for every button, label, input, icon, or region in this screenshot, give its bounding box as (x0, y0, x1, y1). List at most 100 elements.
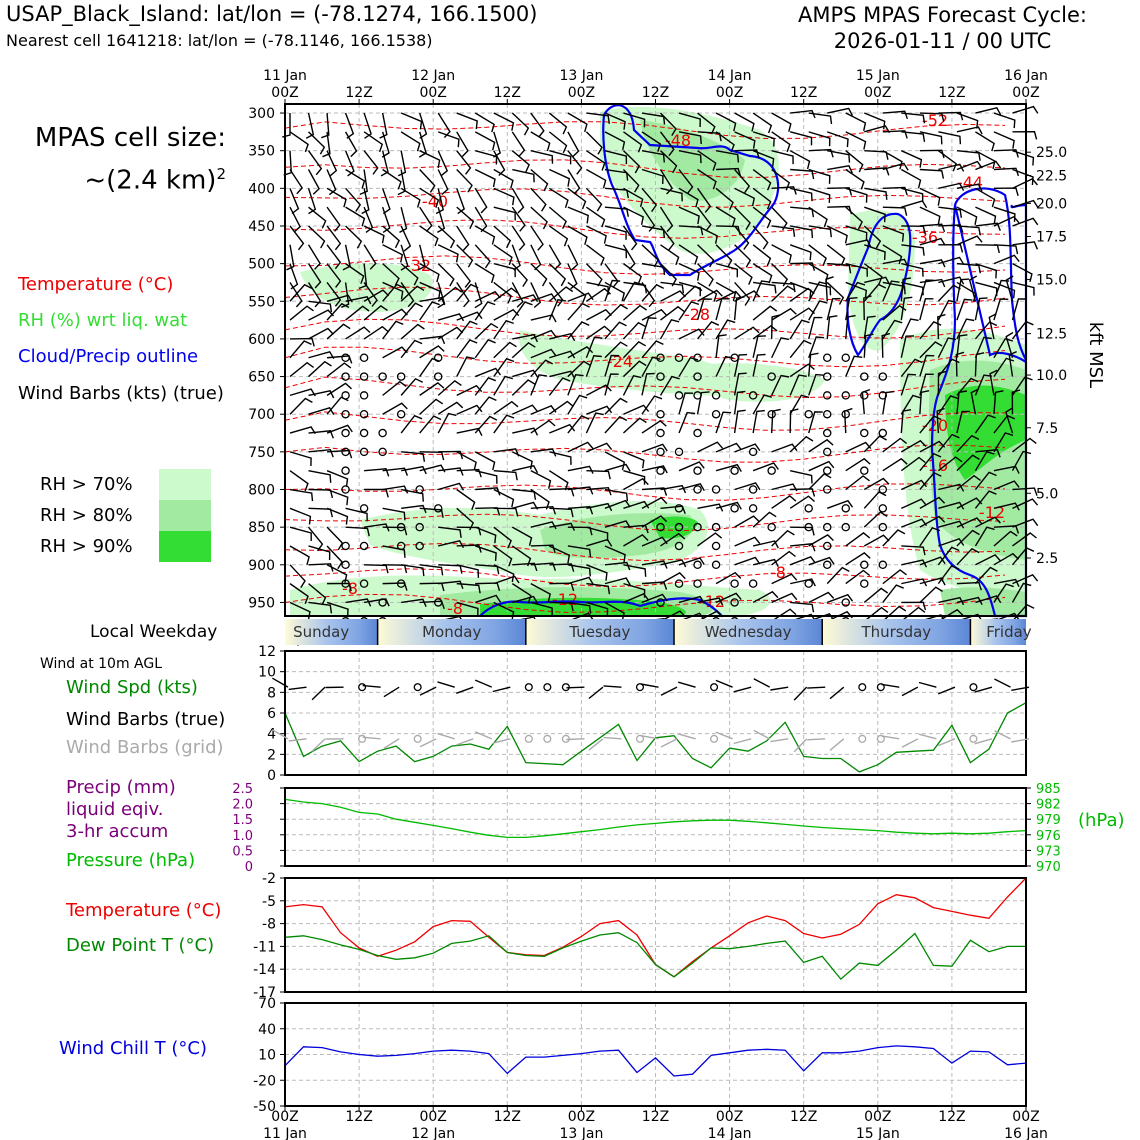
wind-barb (456, 169, 473, 193)
wind-barb (344, 131, 358, 158)
wind-barb (919, 527, 941, 547)
wind-barb (308, 206, 327, 229)
wind-barb (715, 355, 734, 377)
wind-barb-grid (437, 732, 455, 740)
calm-wind-marker (804, 504, 813, 513)
wind-barb (456, 206, 475, 230)
wind-barb (1008, 350, 1017, 377)
wind-barb (771, 225, 796, 237)
wind-barb (845, 552, 871, 566)
wind-barb (641, 317, 657, 340)
wind-barb (660, 484, 687, 494)
height-tick-label: 5.0 (1036, 486, 1058, 502)
wind-barb (882, 584, 904, 603)
wind-barb (382, 467, 409, 476)
pressure-tick-label: 985 (1036, 782, 1061, 797)
wind-barb (511, 282, 524, 308)
calm-wind-marker (656, 372, 665, 381)
wind-barb (548, 286, 574, 302)
wind-barb (289, 426, 316, 435)
wind-barb (863, 534, 890, 547)
wind-barb (827, 149, 851, 163)
wind-barb (604, 354, 620, 377)
wind-barb (363, 289, 390, 302)
wind-barb (901, 112, 926, 124)
wind-barb (437, 401, 464, 415)
kft-msl-axis-label: kft MSL (1085, 322, 1106, 388)
wind-barb (789, 339, 812, 359)
wind-barb (401, 465, 427, 475)
wind-barb (1011, 389, 1021, 415)
wind-barb (530, 263, 548, 287)
legend-rh90-swatch (159, 531, 211, 562)
top-time-tick-label: 12Z (790, 85, 817, 101)
wind-barb (956, 334, 968, 358)
calm-wind-marker (359, 541, 369, 551)
wind-barb (845, 150, 864, 173)
wind-barb (345, 187, 362, 212)
wind-barb (641, 283, 665, 302)
wind-barb (826, 244, 846, 266)
wind-barb-true (603, 685, 622, 688)
wind-barb (456, 468, 482, 478)
wind-barb (567, 346, 594, 359)
wind-barb-true (288, 686, 307, 691)
calm-wind-marker (359, 409, 369, 419)
wind-barb (474, 187, 488, 214)
wind-barb (715, 244, 733, 268)
wind-barb (808, 281, 832, 296)
wind-barb (493, 357, 515, 377)
wind-barb-grid (733, 738, 752, 745)
wind-barb (622, 244, 636, 270)
wind-barb (308, 390, 335, 399)
calm-wind-marker (341, 447, 350, 457)
wind-barb (771, 150, 794, 165)
wind-barb-grid (937, 738, 956, 747)
calm-wind-marker (674, 353, 684, 362)
wind-barb (715, 411, 732, 434)
wind-barb-grid (793, 738, 808, 753)
wind-barb (734, 149, 760, 158)
wind-barb (1012, 217, 1039, 227)
wind-barb (919, 556, 946, 566)
wind-barb (400, 414, 423, 434)
wind-barb (734, 206, 751, 231)
wind-barb (530, 168, 549, 192)
wind-barb (419, 150, 441, 169)
wind-barb-true (753, 678, 770, 688)
wind-barb (845, 225, 868, 241)
wind-barb (475, 470, 498, 484)
wind-barb (993, 530, 1018, 547)
wind-barb (808, 460, 835, 472)
wind-barb (305, 112, 315, 139)
temperature-panel-label: Temperature (°C) (66, 900, 222, 921)
calm-wind-marker (415, 522, 424, 532)
wind-barb (975, 449, 1001, 458)
calm-wind-marker (359, 447, 369, 457)
wind-barb (641, 187, 658, 213)
wind-barb (734, 225, 750, 250)
calm-wind-marker (359, 428, 369, 438)
wind-barb-grid (901, 738, 919, 748)
wind-barb (326, 244, 342, 270)
wind-barb (622, 375, 642, 396)
wind-barb (345, 526, 370, 537)
wind-barb-true (678, 681, 696, 688)
wind-barb (361, 188, 370, 215)
wind-barb (289, 206, 301, 233)
wind-barb (715, 571, 742, 585)
wind-barb (401, 504, 427, 514)
calm-wind-true-marker (710, 683, 719, 692)
temperature-contour-label: -28 (684, 305, 710, 324)
wind-barb (845, 131, 867, 150)
wind-barb (308, 300, 333, 313)
wind-barb (474, 282, 483, 309)
wind-barb (715, 290, 742, 302)
wind-barb (938, 276, 965, 285)
wind-barb (456, 404, 483, 415)
wind-barb (827, 262, 852, 274)
wind-barb (289, 601, 311, 620)
wind-barb (326, 225, 342, 251)
wind-barb (493, 375, 513, 396)
wind-barb (1012, 105, 1039, 114)
